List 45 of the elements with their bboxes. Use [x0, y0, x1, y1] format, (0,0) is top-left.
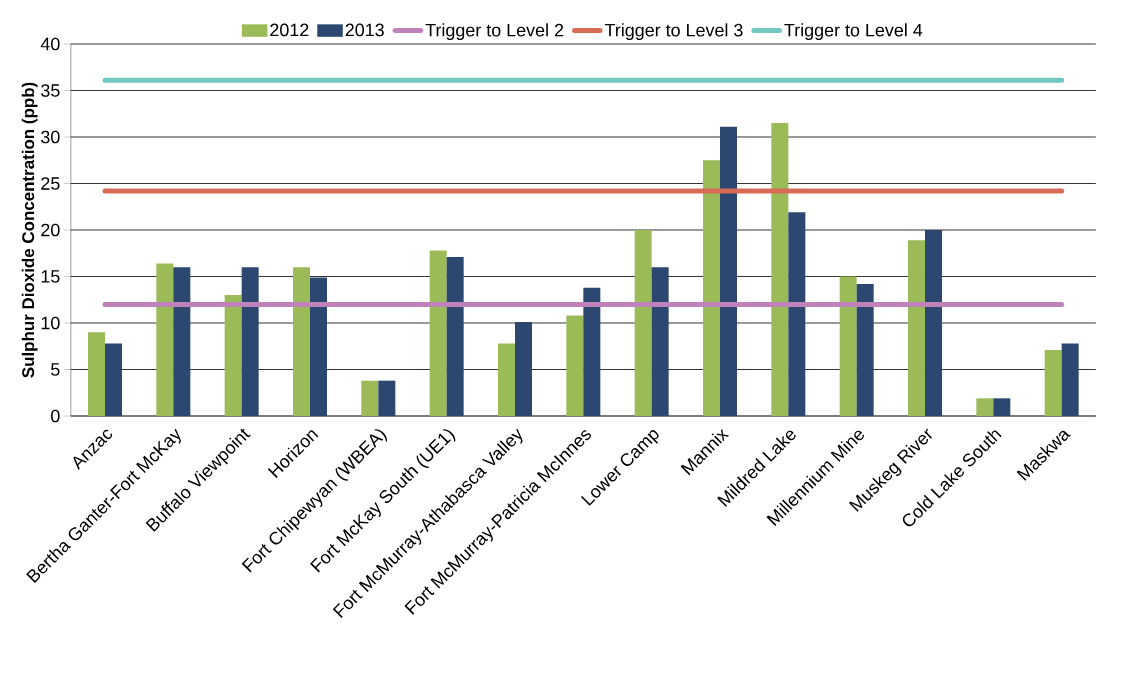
- y-tick-label: 20: [41, 223, 60, 237]
- legend-label: Trigger to Level 4: [784, 23, 923, 41]
- bar: [651, 267, 669, 416]
- bar: [293, 267, 310, 416]
- bar: [583, 287, 601, 416]
- y-tick-label: 0: [51, 409, 60, 423]
- bar: [224, 295, 242, 416]
- bar: [566, 315, 584, 416]
- bar: [771, 123, 789, 416]
- legend-label: Trigger to Level 3: [604, 23, 743, 41]
- bar: [1061, 343, 1079, 416]
- bar: [1044, 349, 1062, 416]
- bar: [839, 276, 857, 416]
- bar: [925, 230, 942, 416]
- bar: [515, 322, 532, 416]
- bar: [446, 256, 464, 416]
- bar: [310, 277, 327, 416]
- bar: [856, 283, 874, 416]
- bar: [498, 343, 515, 416]
- bar: [173, 267, 191, 416]
- bar: [88, 332, 105, 416]
- bar: [378, 380, 396, 416]
- y-tick-label: 5: [51, 363, 60, 376]
- y-tick-label: 30: [41, 130, 60, 144]
- y-tick-label: 35: [41, 84, 60, 97]
- bar: [703, 160, 720, 416]
- legend-label: Trigger to Level 2: [425, 23, 564, 41]
- bar: [976, 398, 994, 416]
- bar: [634, 230, 652, 416]
- y-axis-title: Sulphur Dioxide Concentration (ppb): [21, 82, 38, 378]
- bar: [993, 398, 1011, 416]
- y-tick-label: 10: [41, 316, 60, 330]
- bar: [720, 126, 737, 416]
- bar: [429, 250, 447, 416]
- legend-label: 2012: [270, 23, 309, 37]
- bar: [105, 343, 122, 416]
- bar: [788, 212, 806, 416]
- bar: [361, 380, 379, 416]
- y-tick-label: 40: [40, 37, 60, 51]
- bar: [156, 263, 174, 416]
- bar: [908, 240, 925, 416]
- bar: [241, 267, 259, 416]
- legend-label: 2013: [345, 23, 384, 37]
- y-tick-label: 15: [41, 270, 60, 283]
- y-tick-label: 25: [41, 177, 60, 190]
